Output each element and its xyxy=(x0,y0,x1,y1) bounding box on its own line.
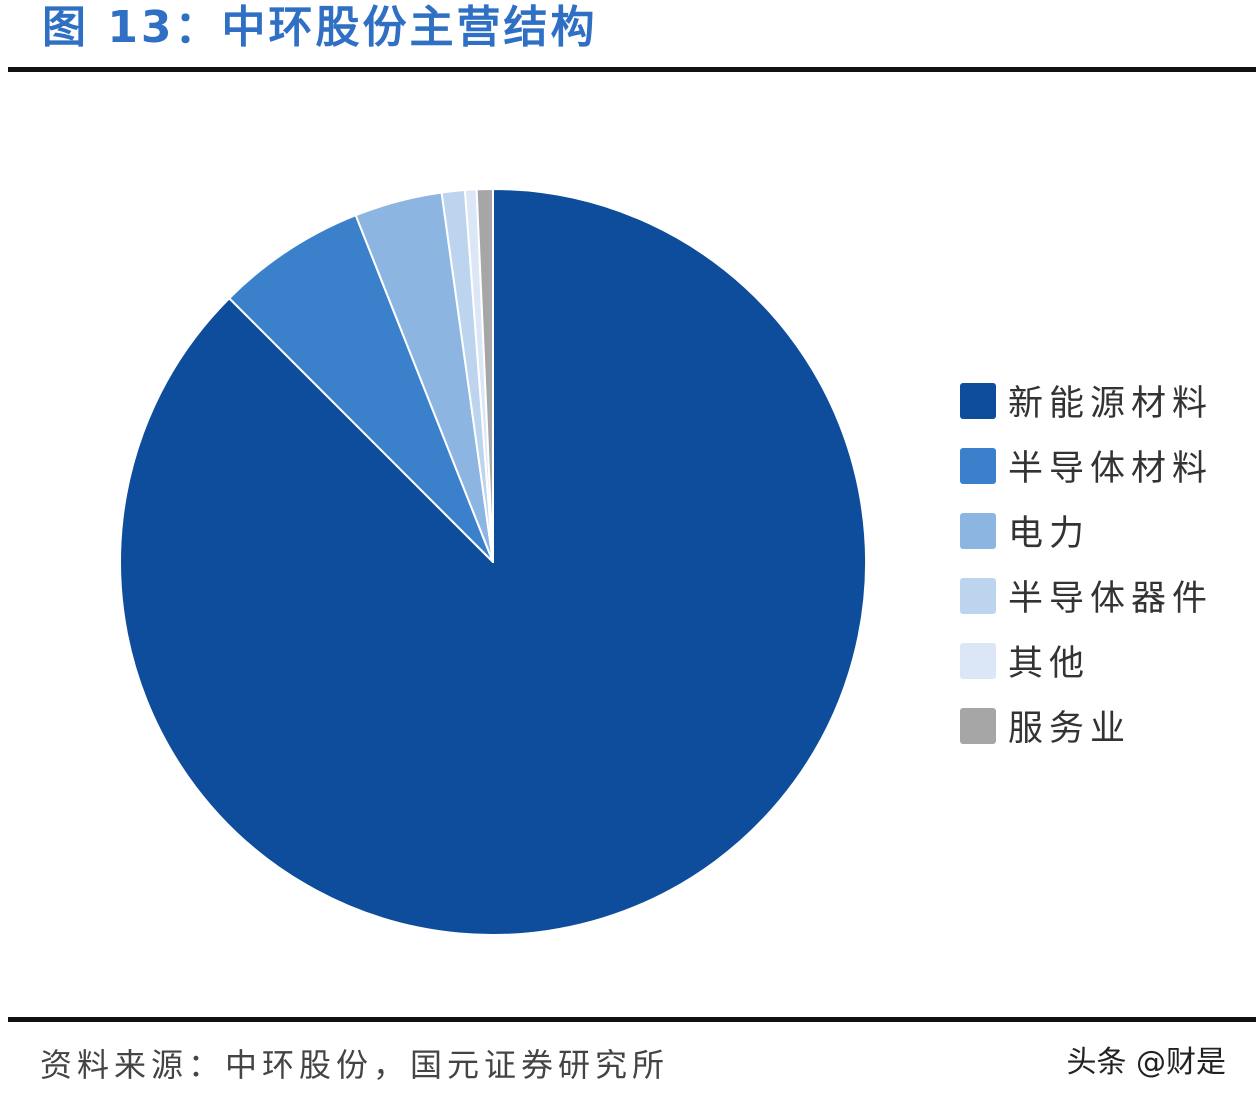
legend-item-5: 其他 xyxy=(960,628,1250,693)
top-divider xyxy=(8,67,1256,72)
chart-legend: 新能源材料半导体材料电力半导体器件其他服务业 xyxy=(960,368,1250,758)
legend-item-2: 半导体材料 xyxy=(960,433,1250,498)
legend-swatch xyxy=(960,447,996,484)
legend-swatch xyxy=(960,512,996,549)
legend-label: 半导体材料 xyxy=(1008,449,1214,489)
legend-item-1: 新能源材料 xyxy=(960,368,1250,433)
legend-item-6: 服务业 xyxy=(960,693,1250,758)
legend-swatch xyxy=(960,707,996,744)
legend-item-3: 电力 xyxy=(960,498,1250,563)
legend-label: 新能源材料 xyxy=(1008,384,1214,424)
bottom-divider xyxy=(8,1017,1256,1022)
pie-slice-6 xyxy=(475,188,494,563)
source-note: 资料来源：中环股份，国元证券研究所 xyxy=(40,1046,670,1084)
legend-item-4: 半导体器件 xyxy=(960,563,1250,628)
legend-swatch xyxy=(960,382,996,419)
legend-label: 半导体器件 xyxy=(1008,579,1214,619)
legend-swatch xyxy=(960,577,996,614)
page-title: 图 13：中环股份主营结构 xyxy=(42,2,598,53)
legend-label: 其他 xyxy=(1008,644,1091,684)
watermark: 头条 @财是 xyxy=(1066,1045,1226,1080)
legend-label: 服务业 xyxy=(1008,709,1132,749)
pie-slice-2 xyxy=(228,214,494,563)
legend-swatch xyxy=(960,642,996,679)
legend-label: 电力 xyxy=(1008,514,1091,554)
